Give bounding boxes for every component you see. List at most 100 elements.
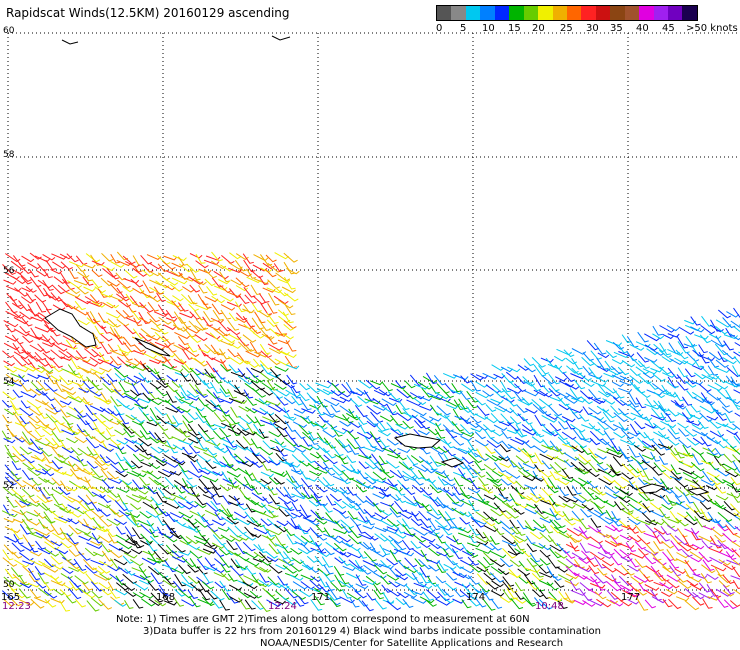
wind-barb [702,525,715,531]
wind-barb [132,479,144,490]
wind-barb [195,406,207,418]
wind-barb [660,420,677,429]
wind-barb [466,468,478,478]
wind-barb [522,463,537,469]
wind-barb [434,428,446,439]
wind-barb [410,540,422,549]
wind-barb [227,463,240,472]
wind-barb [235,439,249,449]
wind-barb [686,390,697,399]
wind-barb [286,534,297,545]
wind-barb [629,343,645,351]
wind-barb [118,381,130,393]
wind-barb [220,364,231,372]
wind-barb [10,431,22,441]
wind-barb [108,548,123,559]
wind-barb [42,536,58,545]
wind-barb [115,452,125,462]
wind-barb [621,472,634,480]
wind-barb [99,517,113,527]
wind-barb [19,415,30,425]
wind-barb [187,589,198,599]
wind-barb [268,564,283,574]
wind-barb [118,349,132,354]
wind-barb [678,467,695,475]
wind-barb [501,501,514,509]
wind-barb [467,399,478,409]
wind-barb [729,333,740,341]
wind-barb [389,469,405,479]
wind-barb [501,535,516,545]
wind-barb [514,582,525,592]
wind-barb [229,596,243,603]
wind-barb [586,587,603,596]
wind-barb [123,392,138,400]
wind-barb [700,573,712,584]
wind-barb [50,580,66,587]
wind-barb [4,568,17,579]
wind-barb [418,456,433,465]
wind-barb [154,358,168,364]
wind-barb [172,254,187,262]
wind-barb [43,382,58,393]
wind-barb [644,403,661,410]
wind-barb [718,580,730,588]
wind-barb [34,454,46,463]
legend-label: 35 [610,23,623,34]
wind-barb [275,472,288,478]
wind-barb [51,563,64,570]
wind-barb [123,324,137,335]
wind-barb [674,478,689,488]
wind-barb [411,511,422,521]
wind-barb [578,566,592,573]
wind-barb [4,365,17,373]
wind-barb [612,388,625,399]
wind-barb [13,351,29,360]
wind-barb [637,437,652,449]
wind-barb [2,557,18,567]
wind-barb [70,357,82,370]
wind-barb [269,368,281,377]
wind-barb [226,540,238,551]
wind-barb [635,484,645,494]
wind-barb [61,446,75,454]
wind-barb [603,422,618,432]
wind-barb [26,400,42,409]
wind-barb [460,431,475,437]
wind-barb [132,365,147,372]
wind-barb [281,596,298,606]
wind-barb [257,600,271,612]
wind-barb [546,484,559,494]
wind-barb [84,348,99,358]
wind-barb [259,566,272,573]
wind-barb [653,391,665,399]
wind-barb [329,597,341,608]
wind-barb [389,567,402,578]
wind-barb [75,350,87,359]
wind-barb [546,446,562,453]
wind-barb [173,460,186,466]
wind-barb [558,421,569,430]
wind-barb [601,563,617,573]
wind-barb [206,590,218,600]
wind-barb [242,253,254,264]
wind-barb [245,503,256,513]
wind-barb [177,501,193,510]
wind-barb [203,452,218,459]
lat-label-54: 54 [3,377,15,387]
wind-barb [322,388,336,394]
wind-barb [130,460,143,469]
wind-barb [182,446,193,455]
wind-barb [109,331,123,340]
wind-barb [460,424,474,435]
wind-barb [514,535,529,542]
wind-barb [187,431,203,440]
wind-barb [107,280,120,287]
wind-barb [395,423,409,430]
wind-barb [349,398,363,408]
wind-barb [323,467,336,476]
wind-barb [18,598,35,606]
wind-barb [426,392,440,398]
wind-barb [173,518,186,527]
wind-barb [732,460,740,473]
